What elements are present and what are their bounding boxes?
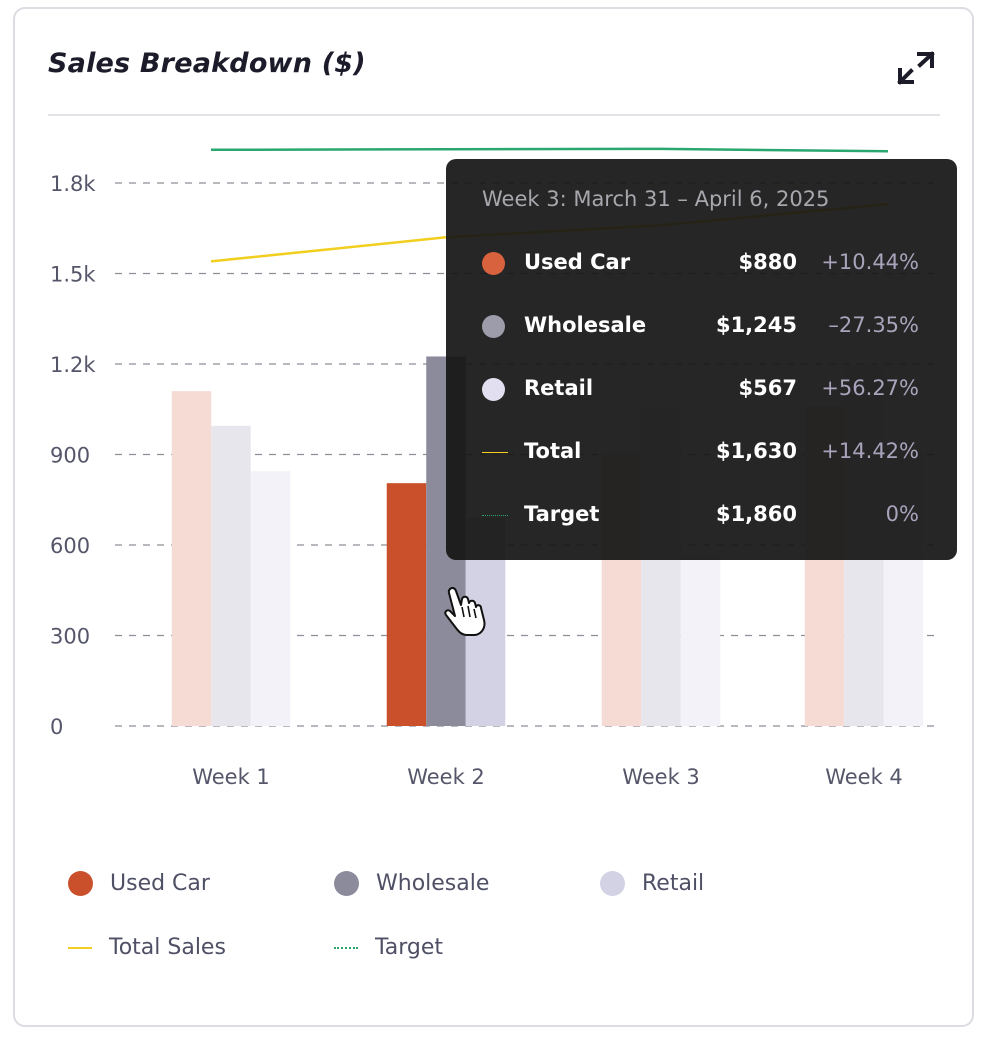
line-target[interactable] — [210, 147, 889, 153]
tooltip-line-icon — [482, 515, 508, 516]
tooltip-change: 0% — [885, 502, 919, 526]
bar-used-car[interactable] — [386, 483, 427, 726]
tooltip-change: +56.27% — [821, 376, 919, 400]
tooltip-row-wholesale: Wholesale $1,245 –27.35% — [446, 307, 957, 347]
legend-dot-icon — [600, 871, 625, 896]
legend-label: Target — [375, 935, 444, 960]
x-tick-label: Week 4 — [825, 765, 903, 789]
chart-tooltip: Week 3: March 31 – April 6, 2025 Used Ca… — [446, 159, 957, 560]
card-title: Sales Breakdown ($) — [48, 48, 366, 79]
expand-button[interactable] — [896, 50, 936, 86]
tooltip-dot-icon — [482, 378, 505, 401]
tooltip-dot-icon — [482, 252, 505, 275]
y-tick-label: 600 — [50, 534, 90, 558]
tooltip-change: –27.35% — [828, 313, 919, 337]
y-tick-label: 1.5k — [50, 263, 96, 287]
tooltip-value: $567 — [738, 376, 797, 400]
legend-label: Total Sales — [109, 935, 226, 960]
tooltip-label: Retail — [524, 376, 594, 400]
y-tick-label: 1.2k — [50, 353, 96, 377]
legend-label: Wholesale — [376, 871, 490, 896]
legend-label: Retail — [642, 871, 705, 896]
x-tick-label: Week 2 — [407, 765, 485, 789]
tooltip-value: $1,630 — [715, 439, 797, 463]
tooltip-dot-icon — [482, 315, 505, 338]
legend-item-total-sales[interactable]: Total Sales — [68, 935, 226, 960]
legend-line-icon — [334, 946, 358, 949]
legend-dot-icon — [334, 871, 359, 896]
tooltip-row-retail: Retail $567 +56.27% — [446, 370, 957, 410]
tooltip-label: Target — [524, 502, 600, 526]
x-tick-label: Week 3 — [622, 765, 700, 789]
y-tick-label: 1.8k — [50, 172, 96, 196]
y-tick-label: 0 — [50, 715, 63, 739]
tooltip-label: Used Car — [524, 250, 631, 274]
legend-item-retail[interactable]: Retail — [600, 871, 704, 896]
bar-retail[interactable] — [680, 554, 721, 726]
tooltip-value: $1,860 — [715, 502, 797, 526]
header-divider — [48, 114, 940, 116]
tooltip-value: $1,245 — [715, 313, 797, 337]
hand-pointer-icon — [444, 586, 486, 636]
tooltip-change: +10.44% — [821, 250, 919, 274]
legend-line-icon — [68, 946, 92, 949]
legend-label: Used Car — [110, 871, 210, 896]
bar-wholesale[interactable] — [211, 425, 251, 726]
tooltip-line-icon — [482, 452, 508, 453]
legend-item-wholesale[interactable]: Wholesale — [334, 871, 489, 896]
x-tick-label: Week 1 — [192, 765, 270, 789]
y-tick-label: 900 — [50, 444, 90, 468]
tooltip-change: +14.42% — [821, 439, 919, 463]
legend-item-used-car[interactable]: Used Car — [68, 871, 210, 896]
tooltip-row-target: Target $1,860 0% — [446, 496, 957, 536]
expand-icon — [897, 51, 935, 85]
legend-dot-icon — [68, 871, 93, 896]
tooltip-value: $880 — [738, 250, 797, 274]
bar-retail[interactable] — [250, 471, 291, 726]
y-tick-label: 300 — [50, 625, 90, 649]
tooltip-header: Week 3: March 31 – April 6, 2025 — [482, 187, 830, 211]
tooltip-label: Total — [524, 439, 582, 463]
tooltip-row-total: Total $1,630 +14.42% — [446, 433, 957, 473]
legend-item-target[interactable]: Target — [334, 935, 443, 960]
bar-used-car[interactable] — [171, 391, 212, 726]
tooltip-label: Wholesale — [524, 313, 647, 337]
tooltip-row-used-car: Used Car $880 +10.44% — [446, 244, 957, 284]
